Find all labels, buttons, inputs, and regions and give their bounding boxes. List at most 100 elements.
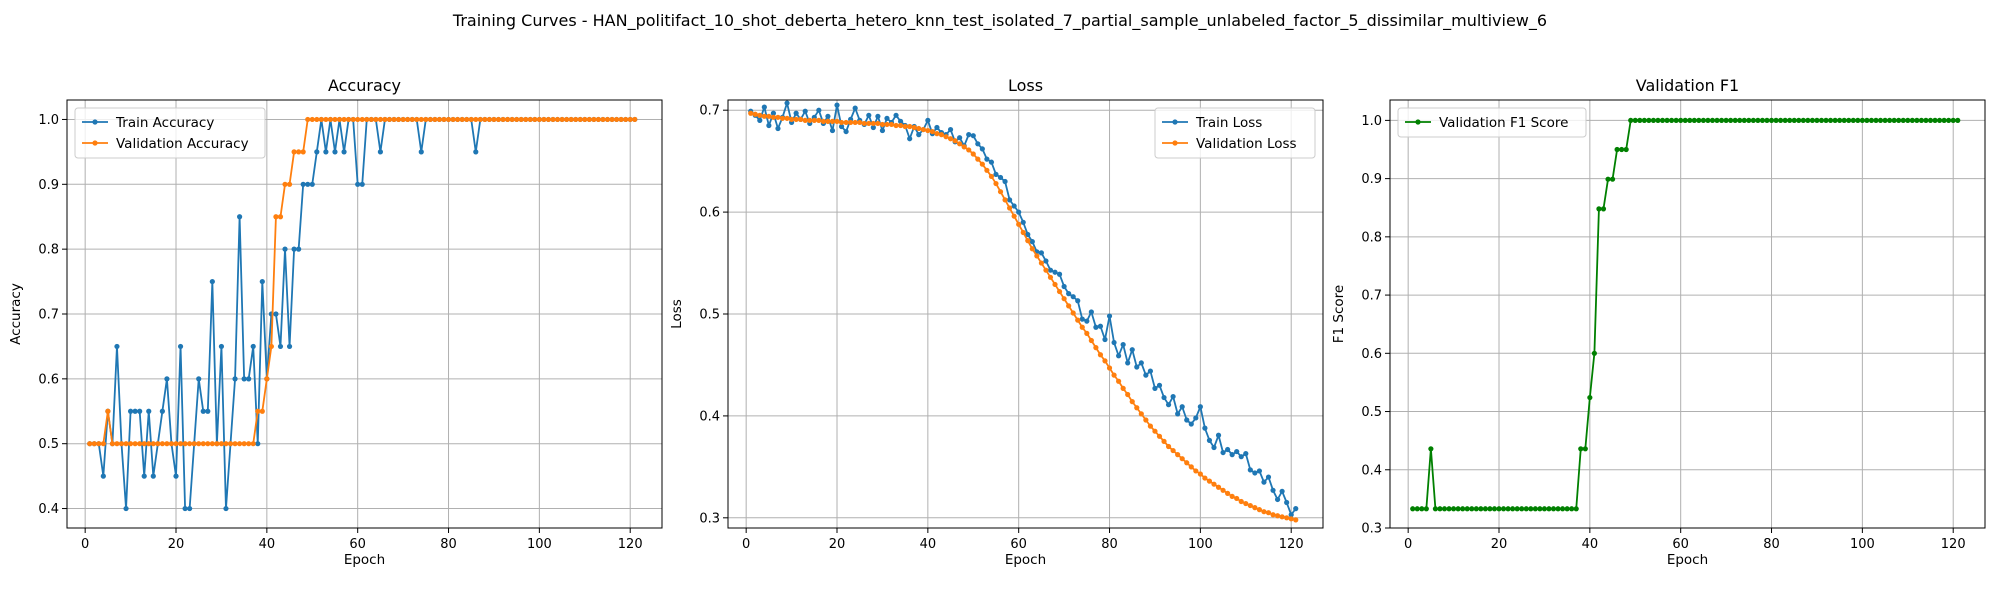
data-point	[218, 441, 225, 447]
data-point	[1143, 417, 1149, 423]
data-point	[984, 156, 990, 162]
data-point	[884, 121, 890, 128]
data-point	[1532, 506, 1538, 512]
data-point	[504, 116, 511, 123]
data-point	[500, 116, 506, 123]
data-point	[1464, 506, 1470, 512]
data-point	[1868, 117, 1875, 123]
data-point	[1206, 437, 1213, 443]
data-point	[1193, 468, 1199, 474]
data-point	[1093, 324, 1099, 330]
data-point	[623, 116, 629, 123]
data-point	[1152, 385, 1158, 391]
data-point	[1147, 423, 1153, 429]
data-point	[1691, 117, 1697, 123]
f1-y-tick-label: 0.9	[1361, 172, 1382, 187]
data-point	[1941, 117, 1947, 123]
data-point	[1687, 117, 1693, 123]
data-point	[1569, 506, 1575, 512]
data-point	[1147, 368, 1153, 374]
data-point	[1410, 506, 1416, 512]
data-point	[141, 473, 147, 479]
loss-y-tick-label: 0.7	[699, 104, 720, 119]
data-point	[187, 505, 193, 512]
data-point	[273, 311, 279, 317]
data-point	[1288, 512, 1294, 518]
data-point	[132, 408, 138, 414]
data-point	[1496, 506, 1502, 512]
data-point	[920, 126, 926, 133]
data-point	[1655, 117, 1661, 123]
data-point	[232, 376, 238, 382]
f1-y-tick-label: 0.3	[1361, 522, 1382, 537]
data-point	[1293, 506, 1299, 512]
data-point	[1011, 203, 1017, 209]
data-point	[1284, 515, 1290, 521]
data-point	[1125, 360, 1131, 366]
data-point	[993, 180, 999, 187]
data-point	[418, 149, 424, 155]
data-point	[979, 161, 985, 167]
data-point	[1043, 258, 1049, 264]
data-point	[1002, 178, 1008, 185]
data-point	[1093, 345, 1099, 351]
data-point	[1814, 117, 1820, 123]
legend-marker-swatch	[1172, 140, 1178, 146]
data-point	[1641, 117, 1647, 123]
data-point	[314, 149, 320, 155]
data-point	[146, 408, 152, 414]
data-point	[350, 116, 356, 123]
data-point	[196, 441, 202, 447]
data-point	[1705, 117, 1711, 123]
data-point	[1238, 454, 1244, 460]
data-point	[336, 116, 343, 123]
data-point	[1887, 117, 1893, 123]
data-point	[427, 116, 433, 123]
data-point	[1936, 117, 1943, 123]
data-point	[218, 343, 225, 350]
data-point	[1256, 468, 1263, 474]
loss-series-1-markers	[748, 110, 1299, 523]
data-point	[848, 119, 854, 126]
data-point	[96, 441, 102, 447]
data-point	[1111, 339, 1117, 346]
data-point	[1102, 336, 1108, 343]
data-point	[938, 132, 945, 138]
f1-x-tick-label: 40	[1582, 537, 1599, 552]
data-point	[975, 141, 981, 147]
data-point	[414, 116, 420, 123]
data-point	[1528, 506, 1534, 512]
figure-suptitle: Training Curves - HAN_politifact_10_shot…	[452, 11, 1547, 31]
data-point	[1741, 117, 1747, 123]
accuracy-x-tick-label: 60	[349, 537, 366, 552]
data-point	[898, 118, 904, 124]
data-point	[1755, 117, 1761, 123]
data-point	[541, 116, 547, 123]
accuracy-y-tick-label: 0.6	[38, 372, 59, 387]
data-point	[441, 116, 447, 123]
data-point	[1079, 324, 1085, 330]
data-point	[1129, 347, 1135, 353]
data-point	[1179, 404, 1185, 410]
data-point	[100, 441, 106, 447]
data-point	[1288, 516, 1294, 522]
data-point	[1619, 146, 1625, 153]
data-point	[1632, 117, 1638, 123]
data-point	[1728, 117, 1734, 123]
data-point	[997, 174, 1004, 181]
data-point	[332, 116, 338, 123]
data-point	[1211, 444, 1217, 451]
data-point	[1134, 405, 1140, 411]
data-point	[947, 136, 954, 142]
data-point	[536, 116, 542, 123]
data-point	[952, 138, 958, 144]
data-point	[423, 116, 429, 123]
data-point	[1056, 271, 1063, 277]
data-point	[1582, 446, 1588, 452]
data-point	[1714, 117, 1720, 123]
legend-marker-swatch	[1172, 119, 1178, 125]
f1-y-tick-label: 0.7	[1361, 289, 1382, 304]
data-point	[173, 473, 179, 479]
data-point	[586, 116, 592, 123]
data-point	[748, 110, 754, 116]
